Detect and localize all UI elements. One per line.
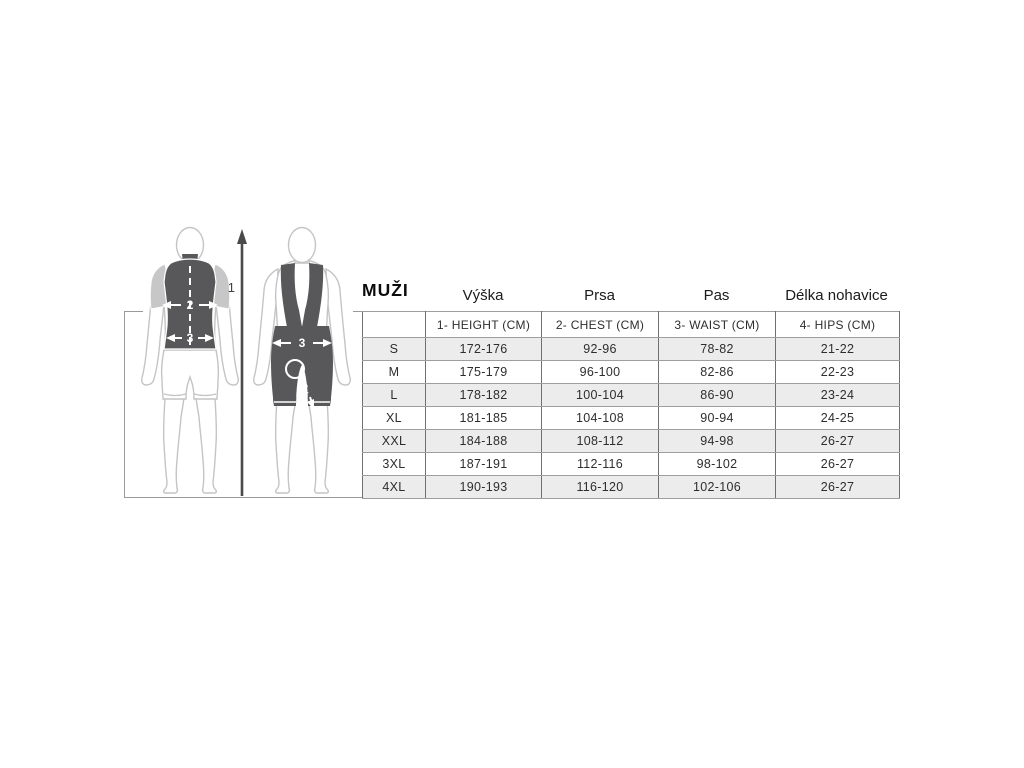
shorts-waist-label: 3 xyxy=(299,336,306,350)
table-row: 3XL 187-191 112-116 98-102 26-27 xyxy=(362,452,900,476)
column-header-pas: Pas xyxy=(703,287,730,304)
cell-height: 172-176 xyxy=(425,337,542,361)
table-row: M 175-179 96-100 82-86 22-23 xyxy=(362,360,900,384)
table-header-band: MUŽI Výška Prsa Pas Délka nohavice xyxy=(362,278,898,311)
cell-hips: 22-23 xyxy=(775,360,900,384)
cell-hips: 24-25 xyxy=(775,406,900,430)
sub-header-waist: 3- WAIST (CM) xyxy=(658,311,776,338)
cell-hips: 26-27 xyxy=(775,429,900,453)
cell-size: 3XL xyxy=(362,452,426,476)
cell-chest: 100-104 xyxy=(541,383,659,407)
shorts-outline xyxy=(160,349,220,400)
table-row: S 172-176 92-96 78-82 21-22 xyxy=(362,337,900,361)
bib-shorts-figure: 3 4 xyxy=(253,226,351,494)
leg-length-circle xyxy=(285,359,305,379)
sub-header-height: 1- HEIGHT (CM) xyxy=(425,311,542,338)
jersey-waist-measure-arrow: 3 xyxy=(166,331,214,345)
shorts-waist-measure-arrow: 3 xyxy=(272,336,332,350)
cell-waist: 82-86 xyxy=(658,360,776,384)
cell-height: 190-193 xyxy=(425,475,542,499)
bib-shorts xyxy=(271,326,333,406)
cell-size: XXL xyxy=(362,429,426,453)
cell-size: S xyxy=(362,337,426,361)
jersey-figure: 2 3 xyxy=(141,226,239,494)
page-title: MUŽI xyxy=(362,280,409,300)
column-header-prsa: Prsa xyxy=(584,287,615,304)
cell-size: 4XL xyxy=(362,475,426,499)
leg-length-measure: 4 xyxy=(285,359,314,409)
cell-chest: 108-112 xyxy=(541,429,659,453)
cell-size: M xyxy=(362,360,426,384)
cell-chest: 116-120 xyxy=(541,475,659,499)
leg-length-label: 4 xyxy=(302,384,309,398)
column-header-vyska: Výška xyxy=(462,287,504,304)
cell-waist: 94-98 xyxy=(658,429,776,453)
height-label: 1 xyxy=(228,280,235,295)
cell-chest: 112-116 xyxy=(541,452,659,476)
table-row: 4XL 190-193 116-120 102-106 26-27 xyxy=(362,475,900,499)
cell-waist: 90-94 xyxy=(658,406,776,430)
cell-hips: 21-22 xyxy=(775,337,900,361)
cell-chest: 104-108 xyxy=(541,406,659,430)
table-row: L 178-182 100-104 86-90 23-24 xyxy=(362,383,900,407)
cell-waist: 102-106 xyxy=(658,475,776,499)
cell-height: 187-191 xyxy=(425,452,542,476)
sub-header-row: 1- HEIGHT (CM) 2- CHEST (CM) 3- WAIST (C… xyxy=(362,311,900,338)
cell-chest: 96-100 xyxy=(541,360,659,384)
cell-height: 175-179 xyxy=(425,360,542,384)
bib-strap-right xyxy=(302,263,324,327)
cell-size: L xyxy=(362,383,426,407)
height-arrow: 1 xyxy=(228,229,247,496)
cell-waist: 78-82 xyxy=(658,337,776,361)
corner-cell xyxy=(362,311,426,338)
cell-waist: 86-90 xyxy=(658,383,776,407)
cell-size: XL xyxy=(362,406,426,430)
cell-height: 178-182 xyxy=(425,383,542,407)
column-header-delka-nohavice: Délka nohavice xyxy=(785,287,888,304)
cell-height: 181-185 xyxy=(425,406,542,430)
measurement-figures-illustration: 2 3 1 xyxy=(141,222,353,496)
sub-header-chest: 2- CHEST (CM) xyxy=(541,311,659,338)
table-row: XL 181-185 104-108 90-94 24-25 xyxy=(362,406,900,430)
chest-label: 2 xyxy=(187,298,194,312)
cell-chest: 92-96 xyxy=(541,337,659,361)
cell-height: 184-188 xyxy=(425,429,542,453)
bib-strap-left xyxy=(280,263,302,327)
table-row: XXL 184-188 108-112 94-98 26-27 xyxy=(362,429,900,453)
cell-waist: 98-102 xyxy=(658,452,776,476)
height-arrowhead xyxy=(237,229,247,244)
chest-measure-arrow: 2 xyxy=(162,298,218,312)
cell-hips: 26-27 xyxy=(775,475,900,499)
cell-hips: 26-27 xyxy=(775,452,900,476)
jersey-waist-label: 3 xyxy=(187,331,194,345)
cell-hips: 23-24 xyxy=(775,383,900,407)
sub-header-hips: 4- HIPS (CM) xyxy=(775,311,900,338)
size-table: 1- HEIGHT (CM) 2- CHEST (CM) 3- WAIST (C… xyxy=(362,311,900,499)
